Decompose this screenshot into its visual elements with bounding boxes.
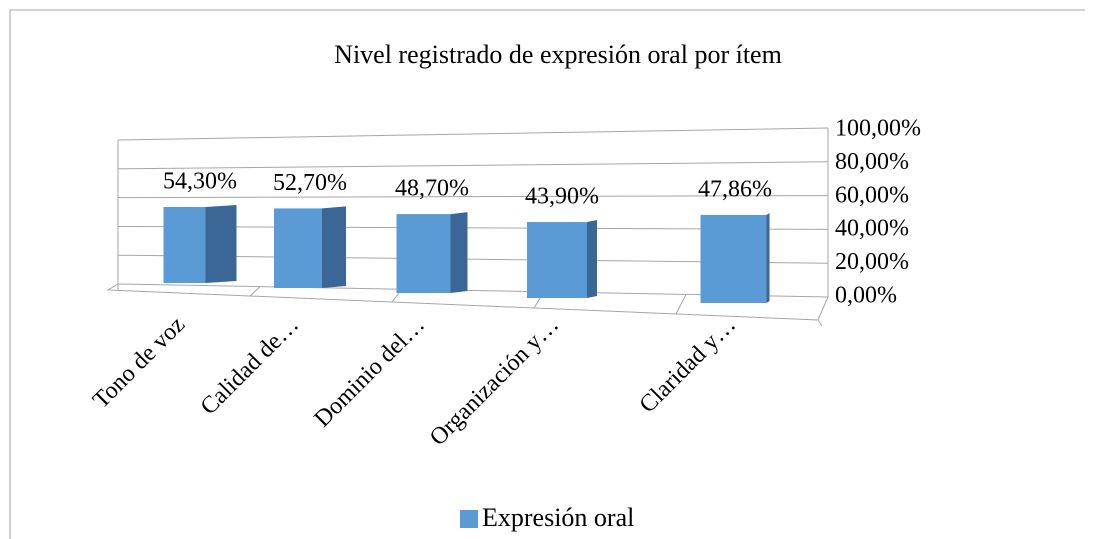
grid-line (117, 195, 829, 199)
x-tick-label: Tono de voz (88, 312, 190, 414)
floor-edge (817, 319, 823, 327)
chart-border (9, 9, 1085, 539)
value-label: 48,70% (395, 176, 469, 202)
floor (106, 283, 829, 321)
bar-side (322, 206, 346, 288)
legend-label: Expresión oral (482, 503, 634, 532)
bar-side (450, 212, 468, 293)
y-tick-label: 20,00% (835, 249, 909, 275)
value-label: 52,70% (273, 170, 347, 196)
y-tick-label: 100,00% (835, 116, 921, 142)
bar-side (205, 204, 237, 283)
x-tick-label: Claridad y… (635, 312, 742, 419)
bar (396, 214, 451, 293)
value-label: 47,86% (698, 176, 772, 202)
grid-line (117, 127, 829, 141)
floor-divider (675, 294, 687, 315)
x-tick-label: Calidad de… (196, 312, 304, 420)
bar (274, 208, 322, 288)
x-tick-label: Dominio del… (309, 312, 430, 433)
x-tick-label: Organización y… (425, 312, 564, 451)
legend-swatch (460, 510, 478, 528)
chart-title: Nivel registrado de expresión oral por í… (334, 40, 782, 69)
y-tick-label: 80,00% (835, 149, 909, 175)
bar (163, 206, 206, 283)
grid-line (117, 161, 829, 170)
y-tick-label: 40,00% (835, 216, 909, 242)
y-tick-label: 60,00% (835, 182, 909, 208)
value-label: 54,30% (163, 168, 237, 194)
bar (527, 222, 587, 298)
bar-side (587, 220, 597, 298)
bar (700, 214, 767, 303)
value-label: 43,90% (525, 184, 599, 210)
bar-side (766, 212, 770, 303)
floor-divider (249, 286, 261, 297)
y-tick-label: 0,00% (835, 283, 897, 309)
